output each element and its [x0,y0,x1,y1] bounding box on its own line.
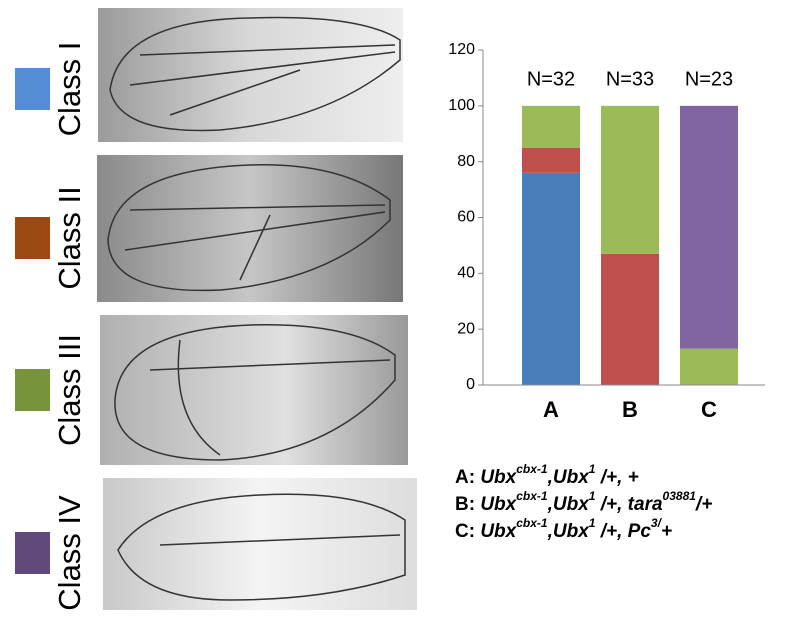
wing-photo [103,478,417,610]
class-label: Class IV [52,495,87,611]
genotype-text: ,Ubx [547,521,591,542]
genotype-text: /+, + [595,467,638,488]
genotype-text: /+, tara [595,494,662,515]
class-swatch [15,217,50,259]
class-swatch [15,369,50,411]
n-label: N=23 [685,68,733,90]
chart: 0 20 40 60 80 100 120 A N=32 B N=33 C N=23 [448,41,765,422]
bar-segment [522,173,580,385]
class-swatch [15,532,50,574]
superscript: cbx-1 [516,489,548,503]
y-tick-label: 100 [448,97,475,114]
bar-segment [522,148,580,173]
y-tick-label: 0 [466,376,475,393]
n-label: N=32 [527,68,575,90]
bar-segment [601,106,659,254]
y-tick-label: 60 [457,209,475,226]
class-label: Class II [52,186,87,289]
genotype-legend: A: Ubxcbx-1,Ubx1 /+, +B: Ubxcbx-1,Ubx1 /… [455,462,712,542]
genotype-text: ,Ubx [547,494,591,515]
figure: Class I Class II Class III Class IV 0 20 40 60… [0,0,809,618]
wing-photo [97,155,403,302]
x-tick-label: B [622,397,638,422]
y-tick-label: 80 [457,153,475,170]
superscript: cbx-1 [516,516,548,530]
genotype-text: Ubx [480,521,517,542]
superscript: cbx-1 [516,462,548,476]
wing-photo [98,8,403,142]
class-label: Class III [52,334,87,446]
genotype-line: A: Ubxcbx-1,Ubx1 /+, + [455,462,639,488]
superscript: 03881 [663,489,697,503]
genotype-key: C: [455,521,480,542]
n-label: N=33 [606,68,654,90]
bar-segment [601,254,659,385]
x-tick-label: A [543,397,559,422]
genotype-text: /+, Pc [595,521,651,542]
class-label: Class I [52,42,87,137]
y-tick-label: 120 [448,41,475,58]
x-tick-label: C [701,397,717,422]
bar-segment [680,106,738,349]
bar-segment [680,349,738,385]
wing-images [97,8,417,610]
class-legend: Class I Class II Class III Class IV [15,42,87,611]
y-tick-label: 20 [457,320,475,337]
y-tick-label: 40 [457,265,475,282]
genotype-text: Ubx [480,467,517,488]
genotype-text: + [661,521,672,542]
genotype-line: B: Ubxcbx-1,Ubx1 /+, tara03881/+ [455,489,712,515]
genotype-line: C: Ubxcbx-1,Ubx1 /+, Pc3/+ [455,516,672,542]
genotype-text: ,Ubx [547,467,591,488]
class-swatch [15,68,50,110]
genotype-text: Ubx [480,494,517,515]
genotype-key: B: [455,494,480,515]
bar-segment [522,106,580,148]
genotype-key: A: [455,467,480,488]
genotype-text: /+ [695,494,712,515]
